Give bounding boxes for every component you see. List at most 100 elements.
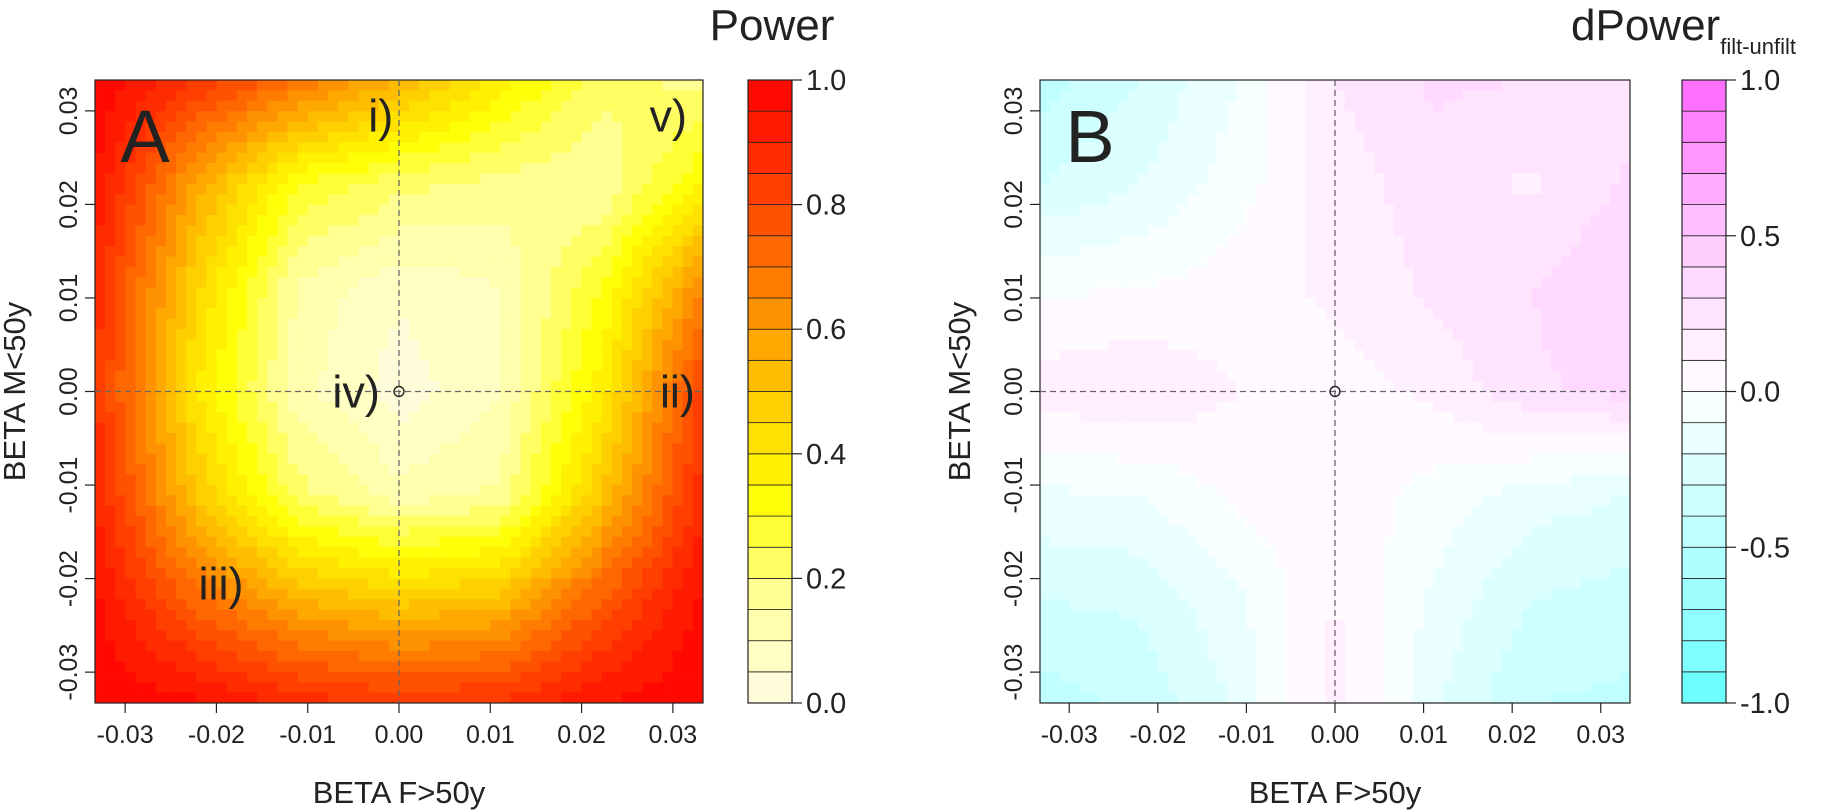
heatmap-cell xyxy=(500,526,512,538)
heatmap-cell xyxy=(601,194,613,206)
heatmap-cell xyxy=(125,640,137,652)
heatmap-cell xyxy=(378,495,390,507)
heatmap-cell xyxy=(1226,256,1238,268)
heatmap-cell xyxy=(236,464,248,476)
heatmap-cell xyxy=(1541,163,1552,175)
heatmap-cell xyxy=(551,495,562,507)
heatmap-cell xyxy=(1443,235,1454,247)
heatmap-cell xyxy=(297,349,309,361)
heatmap-cell xyxy=(540,526,552,538)
heatmap-cell xyxy=(439,246,451,258)
heatmap-cell xyxy=(480,568,491,579)
heatmap-cell xyxy=(1472,100,1484,112)
heatmap-cell xyxy=(1512,298,1523,310)
heatmap-cell xyxy=(409,318,420,330)
heatmap-cell xyxy=(1610,142,1621,154)
heatmap-cell xyxy=(1344,183,1356,195)
heatmap-cell xyxy=(1551,277,1562,289)
heatmap-cell xyxy=(1580,246,1592,258)
heatmap-cell xyxy=(459,329,471,341)
heatmap-cell xyxy=(1482,287,1493,299)
heatmap-cell xyxy=(257,194,268,206)
heatmap-cell xyxy=(115,505,126,517)
heatmap-cell xyxy=(439,578,451,590)
heatmap-cell xyxy=(419,433,430,445)
heatmap-cell xyxy=(652,152,664,164)
heatmap-cell xyxy=(1266,298,1277,310)
heatmap-cell xyxy=(490,422,501,434)
heatmap-cell xyxy=(1305,298,1316,310)
heatmap-cell xyxy=(1571,111,1582,123)
heatmap-cell xyxy=(439,682,451,694)
heatmap-cell xyxy=(155,453,167,465)
heatmap-cell xyxy=(1620,183,1630,195)
heatmap-cell xyxy=(236,619,248,631)
heatmap-cell xyxy=(165,464,177,476)
heatmap-cell xyxy=(672,568,684,579)
heatmap-cell xyxy=(358,578,370,590)
heatmap-cell xyxy=(692,443,703,455)
heatmap-cell xyxy=(429,131,441,143)
heatmap-cell xyxy=(317,277,329,289)
heatmap-cell xyxy=(135,235,147,247)
heatmap-cell xyxy=(1590,256,1602,268)
heatmap-cell xyxy=(439,505,451,517)
heatmap-cell xyxy=(551,100,562,112)
heatmap-cell xyxy=(115,225,126,237)
heatmap-cell xyxy=(469,433,481,445)
heatmap-cell xyxy=(1462,287,1474,299)
heatmap-cell xyxy=(429,266,441,278)
heatmap-cell xyxy=(236,453,248,465)
heatmap-cell xyxy=(105,526,116,538)
heatmap-cell xyxy=(216,111,228,123)
heatmap-cell xyxy=(561,131,572,143)
heatmap-cell xyxy=(368,152,380,164)
heatmap-cell xyxy=(500,547,512,559)
heatmap-cell xyxy=(1443,111,1454,123)
heatmap-cell xyxy=(1187,298,1198,310)
heatmap-cell xyxy=(277,588,289,600)
heatmap-cell xyxy=(419,464,430,476)
heatmap-cell xyxy=(1541,204,1552,216)
heatmap-cell xyxy=(1364,111,1375,123)
heatmap-cell xyxy=(500,256,512,268)
heatmap-cell xyxy=(591,121,603,133)
heatmap-cell xyxy=(459,100,471,112)
heatmap-cell xyxy=(480,536,491,548)
heatmap-cell xyxy=(125,474,137,486)
heatmap-cell xyxy=(500,121,512,133)
heatmap-cell xyxy=(1217,152,1228,164)
heatmap-cell xyxy=(1531,80,1543,91)
heatmap-cell xyxy=(1177,194,1189,206)
heatmap-cell xyxy=(1374,256,1385,268)
heatmap-cell xyxy=(1158,256,1169,268)
heatmap-cell xyxy=(1246,100,1257,112)
heatmap-cell xyxy=(186,131,197,143)
heatmap-cell xyxy=(388,163,400,175)
heatmap-cell xyxy=(1177,100,1189,112)
heatmap-cell xyxy=(419,349,430,361)
heatmap-cell xyxy=(236,495,248,507)
heatmap-cell xyxy=(165,588,177,600)
heatmap-cell xyxy=(226,235,238,247)
heatmap-cell xyxy=(388,329,400,341)
heatmap-cell xyxy=(216,599,228,611)
heatmap-cell xyxy=(601,100,613,112)
heatmap-cell xyxy=(328,152,339,164)
heatmap-cell xyxy=(267,225,278,237)
heatmap-cell xyxy=(297,298,309,310)
heatmap-cell xyxy=(551,640,562,652)
heatmap-cell xyxy=(1384,214,1395,226)
heatmap-cell xyxy=(1364,131,1375,143)
heatmap-cell xyxy=(682,464,694,476)
heatmap-cell xyxy=(591,609,603,621)
heatmap-cell xyxy=(1138,225,1149,237)
heatmap-cell xyxy=(236,682,248,694)
heatmap-cell xyxy=(1059,266,1071,278)
heatmap-cell xyxy=(307,163,319,175)
heatmap-cell xyxy=(480,80,491,91)
x-tick-label: -0.03 xyxy=(97,721,154,749)
heatmap-cell xyxy=(277,173,289,185)
heatmap-cell xyxy=(95,339,106,351)
heatmap-cell xyxy=(176,266,187,278)
